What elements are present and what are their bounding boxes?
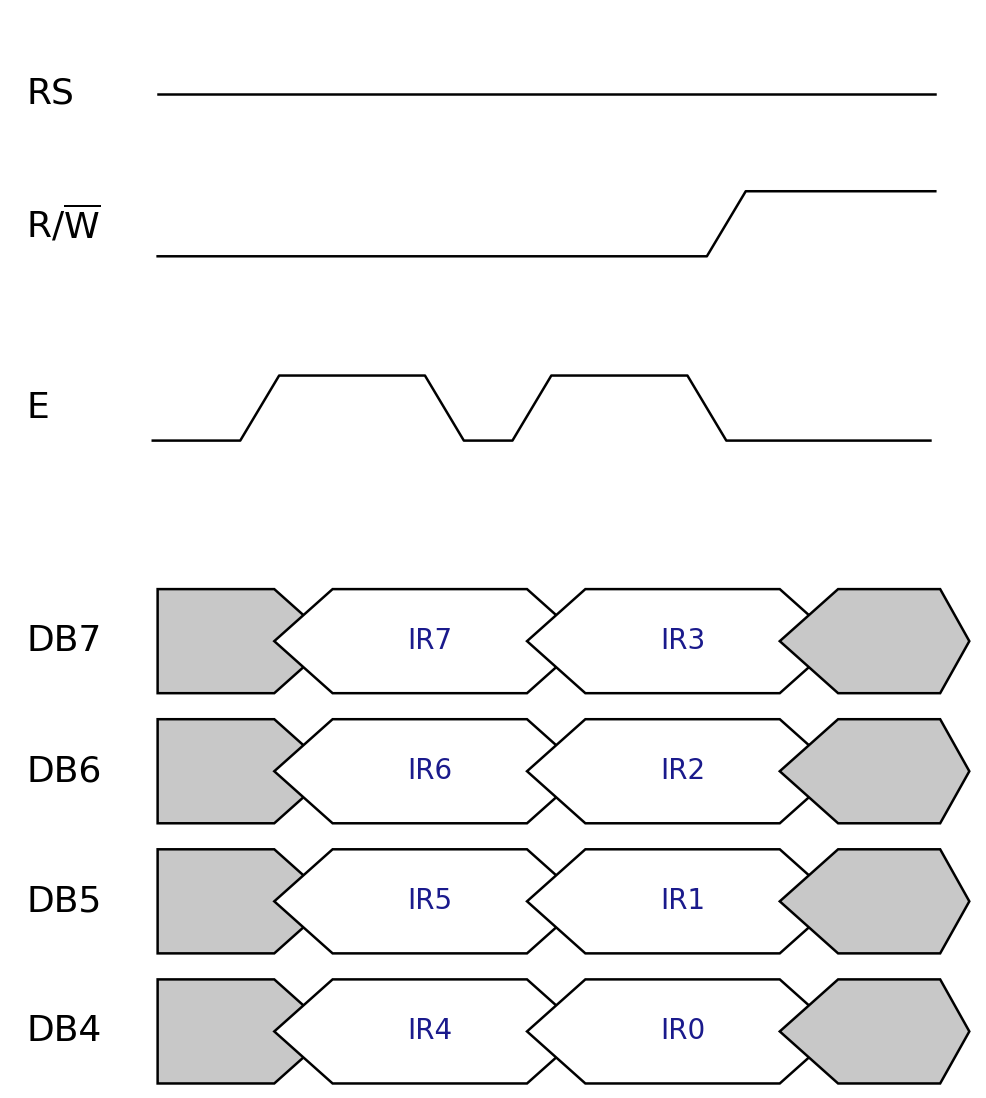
Text: DB7: DB7 [27,624,102,658]
Polygon shape [274,590,586,693]
Text: DB6: DB6 [27,754,102,788]
Text: IR7: IR7 [407,627,453,656]
Text: RS: RS [27,77,74,111]
Polygon shape [158,590,332,693]
Polygon shape [780,849,969,953]
Polygon shape [780,590,969,693]
Text: IR0: IR0 [660,1018,705,1045]
Text: R/$\overline{\mathrm{W}}$: R/$\overline{\mathrm{W}}$ [27,203,102,245]
Text: DB5: DB5 [27,884,102,918]
Text: IR4: IR4 [407,1018,453,1045]
Text: DB4: DB4 [27,1015,102,1049]
Polygon shape [158,719,332,824]
Polygon shape [528,590,838,693]
Text: IR3: IR3 [660,627,705,656]
Text: IR1: IR1 [660,887,705,916]
Polygon shape [780,719,969,824]
Polygon shape [158,979,332,1084]
Text: E: E [27,391,49,425]
Text: IR2: IR2 [660,758,705,785]
Polygon shape [274,719,586,824]
Polygon shape [528,719,838,824]
Polygon shape [274,979,586,1084]
Polygon shape [780,979,969,1084]
Text: IR5: IR5 [407,887,453,916]
Polygon shape [528,979,838,1084]
Polygon shape [274,849,586,953]
Polygon shape [158,849,332,953]
Text: IR6: IR6 [407,758,453,785]
Polygon shape [528,849,838,953]
